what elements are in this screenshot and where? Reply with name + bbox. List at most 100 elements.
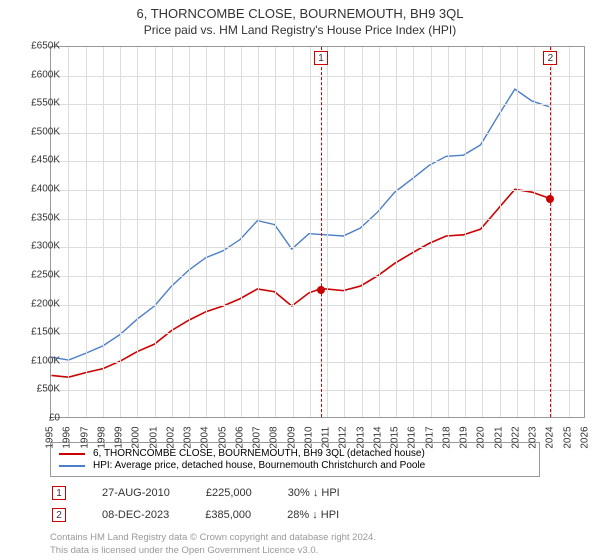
x-axis-label: 2005 xyxy=(217,426,228,448)
x-axis-label: 2022 xyxy=(510,426,521,448)
gridline-v xyxy=(206,47,207,417)
x-axis-label: 2012 xyxy=(338,426,349,448)
annotation-row: 1 27-AUG-2010 £225,000 30% ↓ HPI xyxy=(52,486,340,500)
x-axis-label: 2006 xyxy=(234,426,245,448)
gridline-h xyxy=(51,247,584,248)
marker-dot xyxy=(546,195,554,203)
annotation-marker-box: 1 xyxy=(52,486,66,500)
x-axis-label: 2016 xyxy=(407,426,418,448)
y-axis-label: £200K xyxy=(10,298,60,309)
legend-label: HPI: Average price, detached house, Bour… xyxy=(93,460,425,471)
annotation-row: 2 08-DEC-2023 £385,000 28% ↓ HPI xyxy=(52,508,339,522)
gridline-v xyxy=(258,47,259,417)
x-axis-label: 2026 xyxy=(580,426,591,448)
annotation-date: 27-AUG-2010 xyxy=(102,487,170,499)
legend-swatch xyxy=(59,465,85,467)
y-axis-label: £250K xyxy=(10,269,60,280)
x-axis-label: 1997 xyxy=(79,426,90,448)
legend-item: 6, THORNCOMBE CLOSE, BOURNEMOUTH, BH9 3Q… xyxy=(59,448,531,459)
gridline-h xyxy=(51,362,584,363)
annotation-price: £225,000 xyxy=(206,487,252,499)
y-axis-label: £600K xyxy=(10,69,60,80)
x-axis-label: 2023 xyxy=(528,426,539,448)
annotation-delta: 30% ↓ HPI xyxy=(288,487,340,499)
x-axis-label: 2019 xyxy=(459,426,470,448)
legend-swatch xyxy=(59,453,85,455)
gridline-v xyxy=(379,47,380,417)
gridline-h xyxy=(51,305,584,306)
x-axis-label: 1998 xyxy=(96,426,107,448)
gridline-v xyxy=(413,47,414,417)
y-axis-label: £400K xyxy=(10,184,60,195)
x-axis-label: 2000 xyxy=(131,426,142,448)
gridline-h xyxy=(51,133,584,134)
gridline-v xyxy=(327,47,328,417)
x-axis-label: 2002 xyxy=(165,426,176,448)
gridline-v xyxy=(500,47,501,417)
x-axis-label: 2025 xyxy=(562,426,573,448)
gridline-v xyxy=(241,47,242,417)
x-axis-label: 2021 xyxy=(493,426,504,448)
y-axis-label: £150K xyxy=(10,327,60,338)
gridline-v xyxy=(569,47,570,417)
gridline-v xyxy=(396,47,397,417)
gridline-h xyxy=(51,161,584,162)
legend-item: HPI: Average price, detached house, Bour… xyxy=(59,460,531,471)
gridline-v xyxy=(86,47,87,417)
marker-id-box: 1 xyxy=(314,51,328,65)
y-axis-label: £0 xyxy=(10,413,60,424)
y-axis-label: £300K xyxy=(10,241,60,252)
y-axis-label: £450K xyxy=(10,155,60,166)
x-axis-label: 2004 xyxy=(200,426,211,448)
x-axis-label: 2020 xyxy=(476,426,487,448)
gridline-h xyxy=(51,219,584,220)
gridline-v xyxy=(465,47,466,417)
x-axis-label: 1999 xyxy=(114,426,125,448)
gridline-v xyxy=(310,47,311,417)
gridline-h xyxy=(51,76,584,77)
gridline-v xyxy=(482,47,483,417)
marker-id-box: 2 xyxy=(543,51,557,65)
gridline-v xyxy=(517,47,518,417)
gridline-v xyxy=(293,47,294,417)
gridline-v xyxy=(534,47,535,417)
gridline-v xyxy=(362,47,363,417)
copyright-line: Contains HM Land Registry data © Crown c… xyxy=(50,532,376,544)
gridline-v xyxy=(275,47,276,417)
annotation-date: 08-DEC-2023 xyxy=(102,509,169,521)
gridline-v xyxy=(155,47,156,417)
y-axis-label: £350K xyxy=(10,212,60,223)
gridline-h xyxy=(51,190,584,191)
gridline-v xyxy=(172,47,173,417)
chart-subtitle: Price paid vs. HM Land Registry's House … xyxy=(0,23,600,37)
y-axis-label: £650K xyxy=(10,41,60,52)
y-axis-label: £100K xyxy=(10,355,60,366)
gridline-h xyxy=(51,333,584,334)
gridline-v xyxy=(189,47,190,417)
annotation-price: £385,000 xyxy=(205,509,251,521)
gridline-v xyxy=(551,47,552,417)
gridline-h xyxy=(51,104,584,105)
x-axis-label: 1995 xyxy=(45,426,56,448)
y-axis-label: £500K xyxy=(10,126,60,137)
x-axis-label: 2001 xyxy=(148,426,159,448)
gridline-v xyxy=(344,47,345,417)
y-axis-label: £550K xyxy=(10,98,60,109)
x-axis-label: 2003 xyxy=(183,426,194,448)
legend-label: 6, THORNCOMBE CLOSE, BOURNEMOUTH, BH9 3Q… xyxy=(93,448,425,459)
x-axis-label: 2009 xyxy=(286,426,297,448)
annotation-marker-box: 2 xyxy=(52,508,66,522)
x-axis-label: 2010 xyxy=(303,426,314,448)
x-axis-label: 2011 xyxy=(321,427,332,449)
chart-plot-area: 12 xyxy=(50,46,585,418)
x-axis-label: 2024 xyxy=(545,426,556,448)
series-line-1 xyxy=(51,89,549,360)
copyright-notice: Contains HM Land Registry data © Crown c… xyxy=(50,532,376,557)
copyright-line: This data is licensed under the Open Gov… xyxy=(50,545,376,557)
x-axis-label: 2013 xyxy=(355,426,366,448)
gridline-h xyxy=(51,276,584,277)
marker-dot xyxy=(317,286,325,294)
gridline-v xyxy=(431,47,432,417)
y-axis-label: £50K xyxy=(10,384,60,395)
gridline-v xyxy=(103,47,104,417)
